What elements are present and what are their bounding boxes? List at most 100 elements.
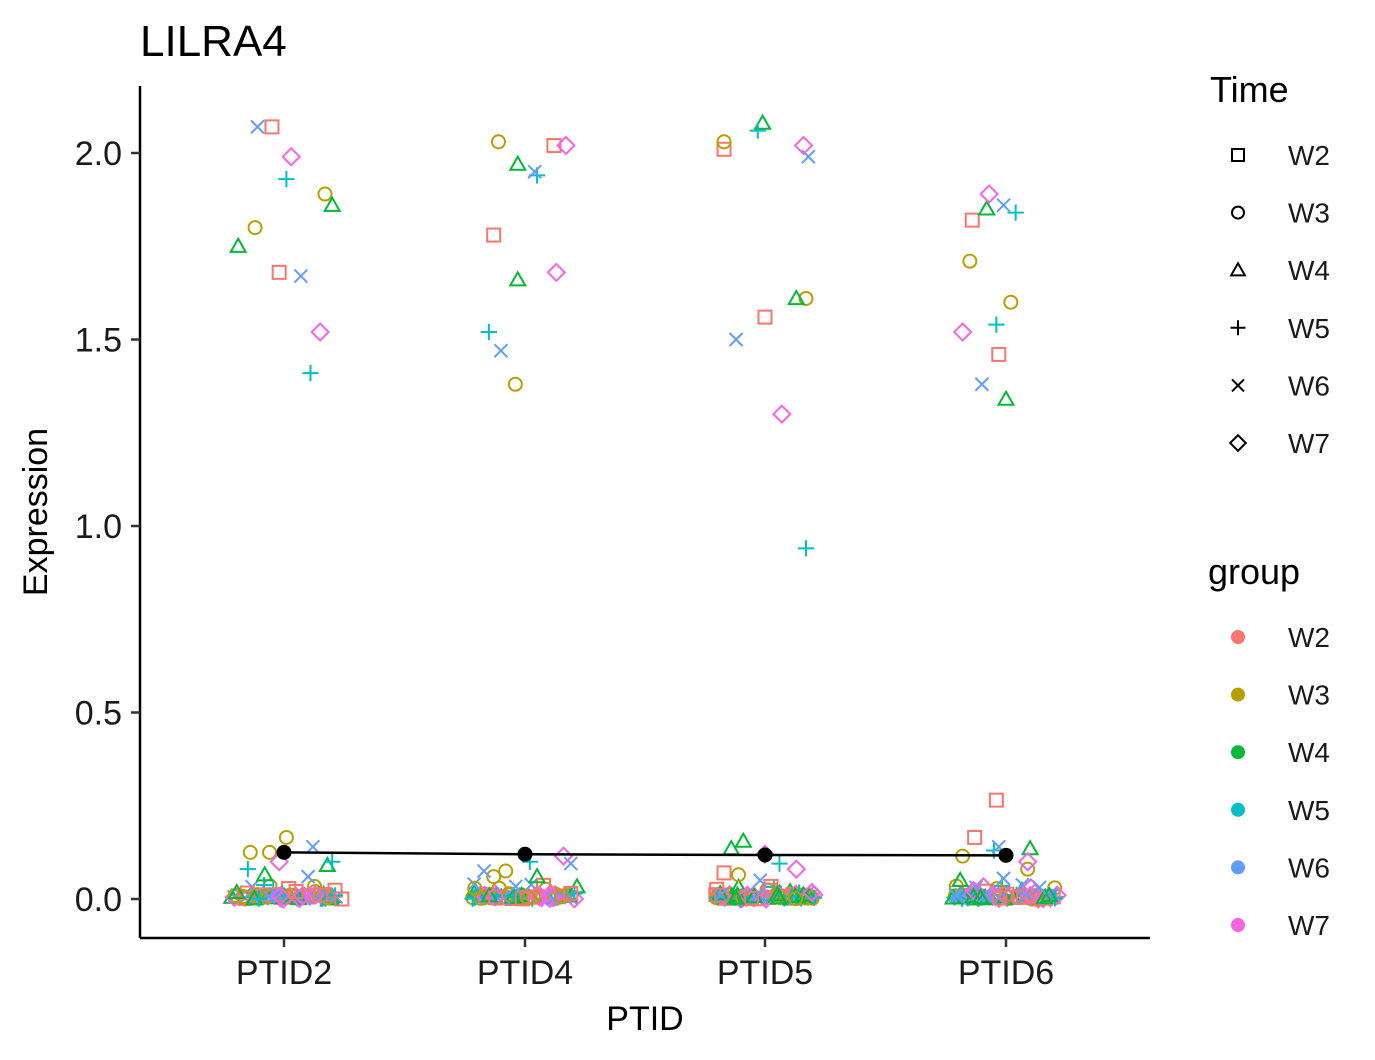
mean-point — [517, 846, 533, 862]
legend-color-key — [1231, 802, 1245, 817]
mean-line — [283, 851, 1007, 857]
data-point — [270, 886, 291, 906]
data-point — [716, 865, 732, 881]
data-point — [235, 889, 251, 905]
legend-color-key — [1231, 687, 1245, 702]
data-point — [278, 170, 295, 188]
data-point — [1020, 839, 1040, 856]
data-point — [1007, 204, 1024, 221]
data-point — [967, 829, 983, 845]
data-point — [768, 885, 787, 902]
data-point — [563, 856, 578, 871]
legend-color-key — [1231, 745, 1245, 760]
legend-shape-key — [1231, 378, 1245, 393]
data-point — [752, 873, 768, 888]
legend-group-label: W4 — [1288, 737, 1330, 768]
data-point — [486, 869, 502, 885]
data-point — [323, 195, 342, 212]
data-point — [787, 288, 806, 306]
data-point — [476, 863, 492, 879]
data-point — [797, 540, 815, 557]
mean-point — [998, 847, 1014, 863]
x-tick-label: PTID4 — [477, 954, 573, 992]
data-point — [508, 154, 527, 171]
data-point — [991, 346, 1007, 362]
data-point — [991, 890, 1007, 906]
y-tick-label: 0.0 — [75, 881, 122, 919]
data-point — [264, 119, 280, 135]
data-point — [261, 889, 276, 904]
data-point — [293, 268, 309, 284]
data-point — [250, 119, 265, 135]
legend-group-label: W6 — [1288, 852, 1330, 883]
chart-title: LILRA4 — [140, 17, 287, 66]
data-point — [546, 262, 567, 283]
legend-shape-key — [1228, 433, 1248, 453]
data-point — [988, 316, 1005, 333]
data-point — [556, 135, 576, 156]
legend-color-key — [1231, 630, 1245, 644]
data-point — [1032, 880, 1047, 895]
x-axis-ticks: PTID2 PTID4 PTID5 PTID6 — [236, 938, 1054, 992]
data-point — [302, 364, 319, 382]
data-point — [493, 343, 509, 358]
data-point — [488, 890, 504, 906]
data-point — [971, 888, 990, 905]
data-point — [305, 885, 325, 906]
data-point — [952, 322, 973, 342]
legend-time: Time W2 W3 W4 W5 W6 W7 — [1210, 69, 1330, 459]
legend-group-label: W3 — [1288, 680, 1330, 711]
data-point — [1020, 861, 1036, 877]
y-tick-label: 2.0 — [75, 135, 122, 173]
data-point — [996, 198, 1011, 213]
legend-group: group W2 W3 W4 W5 W6 W7 — [1208, 551, 1330, 941]
legend-group-title: group — [1208, 551, 1300, 592]
data-point — [255, 865, 274, 882]
legend-shape-key — [1231, 205, 1245, 220]
data-point — [508, 879, 523, 894]
data-point — [310, 322, 331, 342]
mean-line-layer — [276, 844, 1014, 863]
data-point — [1017, 851, 1038, 872]
legend-shape-key — [1231, 148, 1245, 162]
data-point — [771, 855, 788, 872]
data-point — [772, 404, 792, 424]
data-point — [271, 264, 287, 280]
data-point — [730, 867, 746, 883]
data-point — [300, 869, 316, 884]
data-point — [247, 220, 263, 236]
plot-area — [222, 113, 1067, 909]
legend-time-label: W5 — [1288, 313, 1330, 344]
data-point — [466, 876, 482, 892]
y-axis-ticks: 0.0 0.5 1.0 1.5 2.0 — [75, 135, 140, 919]
data-point — [979, 184, 999, 204]
legend-shape-key — [1229, 261, 1247, 277]
data-point — [713, 887, 728, 903]
legend-time-label: W7 — [1288, 428, 1330, 459]
data-point — [546, 138, 562, 154]
data-point — [1035, 888, 1054, 905]
data-point — [229, 236, 248, 253]
data-point — [793, 135, 814, 156]
data-point — [289, 888, 310, 909]
data-point — [490, 134, 506, 150]
data-point — [527, 164, 542, 179]
data-point — [554, 889, 570, 905]
data-point — [716, 141, 732, 157]
data-point — [1039, 886, 1059, 903]
data-point — [317, 186, 333, 202]
x-tick-label: PTID6 — [958, 954, 1054, 992]
data-point — [467, 880, 483, 896]
legend-time-label: W3 — [1288, 198, 1330, 229]
data-point — [527, 867, 547, 884]
data-point — [801, 149, 816, 164]
data-point — [802, 882, 822, 903]
data-point — [962, 253, 978, 269]
data-point — [988, 792, 1004, 808]
data-point — [480, 323, 497, 341]
data-point — [749, 122, 766, 139]
data-point — [974, 377, 990, 392]
data-point — [508, 270, 527, 287]
legend-group-label: W7 — [1288, 910, 1330, 941]
data-point — [1003, 294, 1019, 310]
